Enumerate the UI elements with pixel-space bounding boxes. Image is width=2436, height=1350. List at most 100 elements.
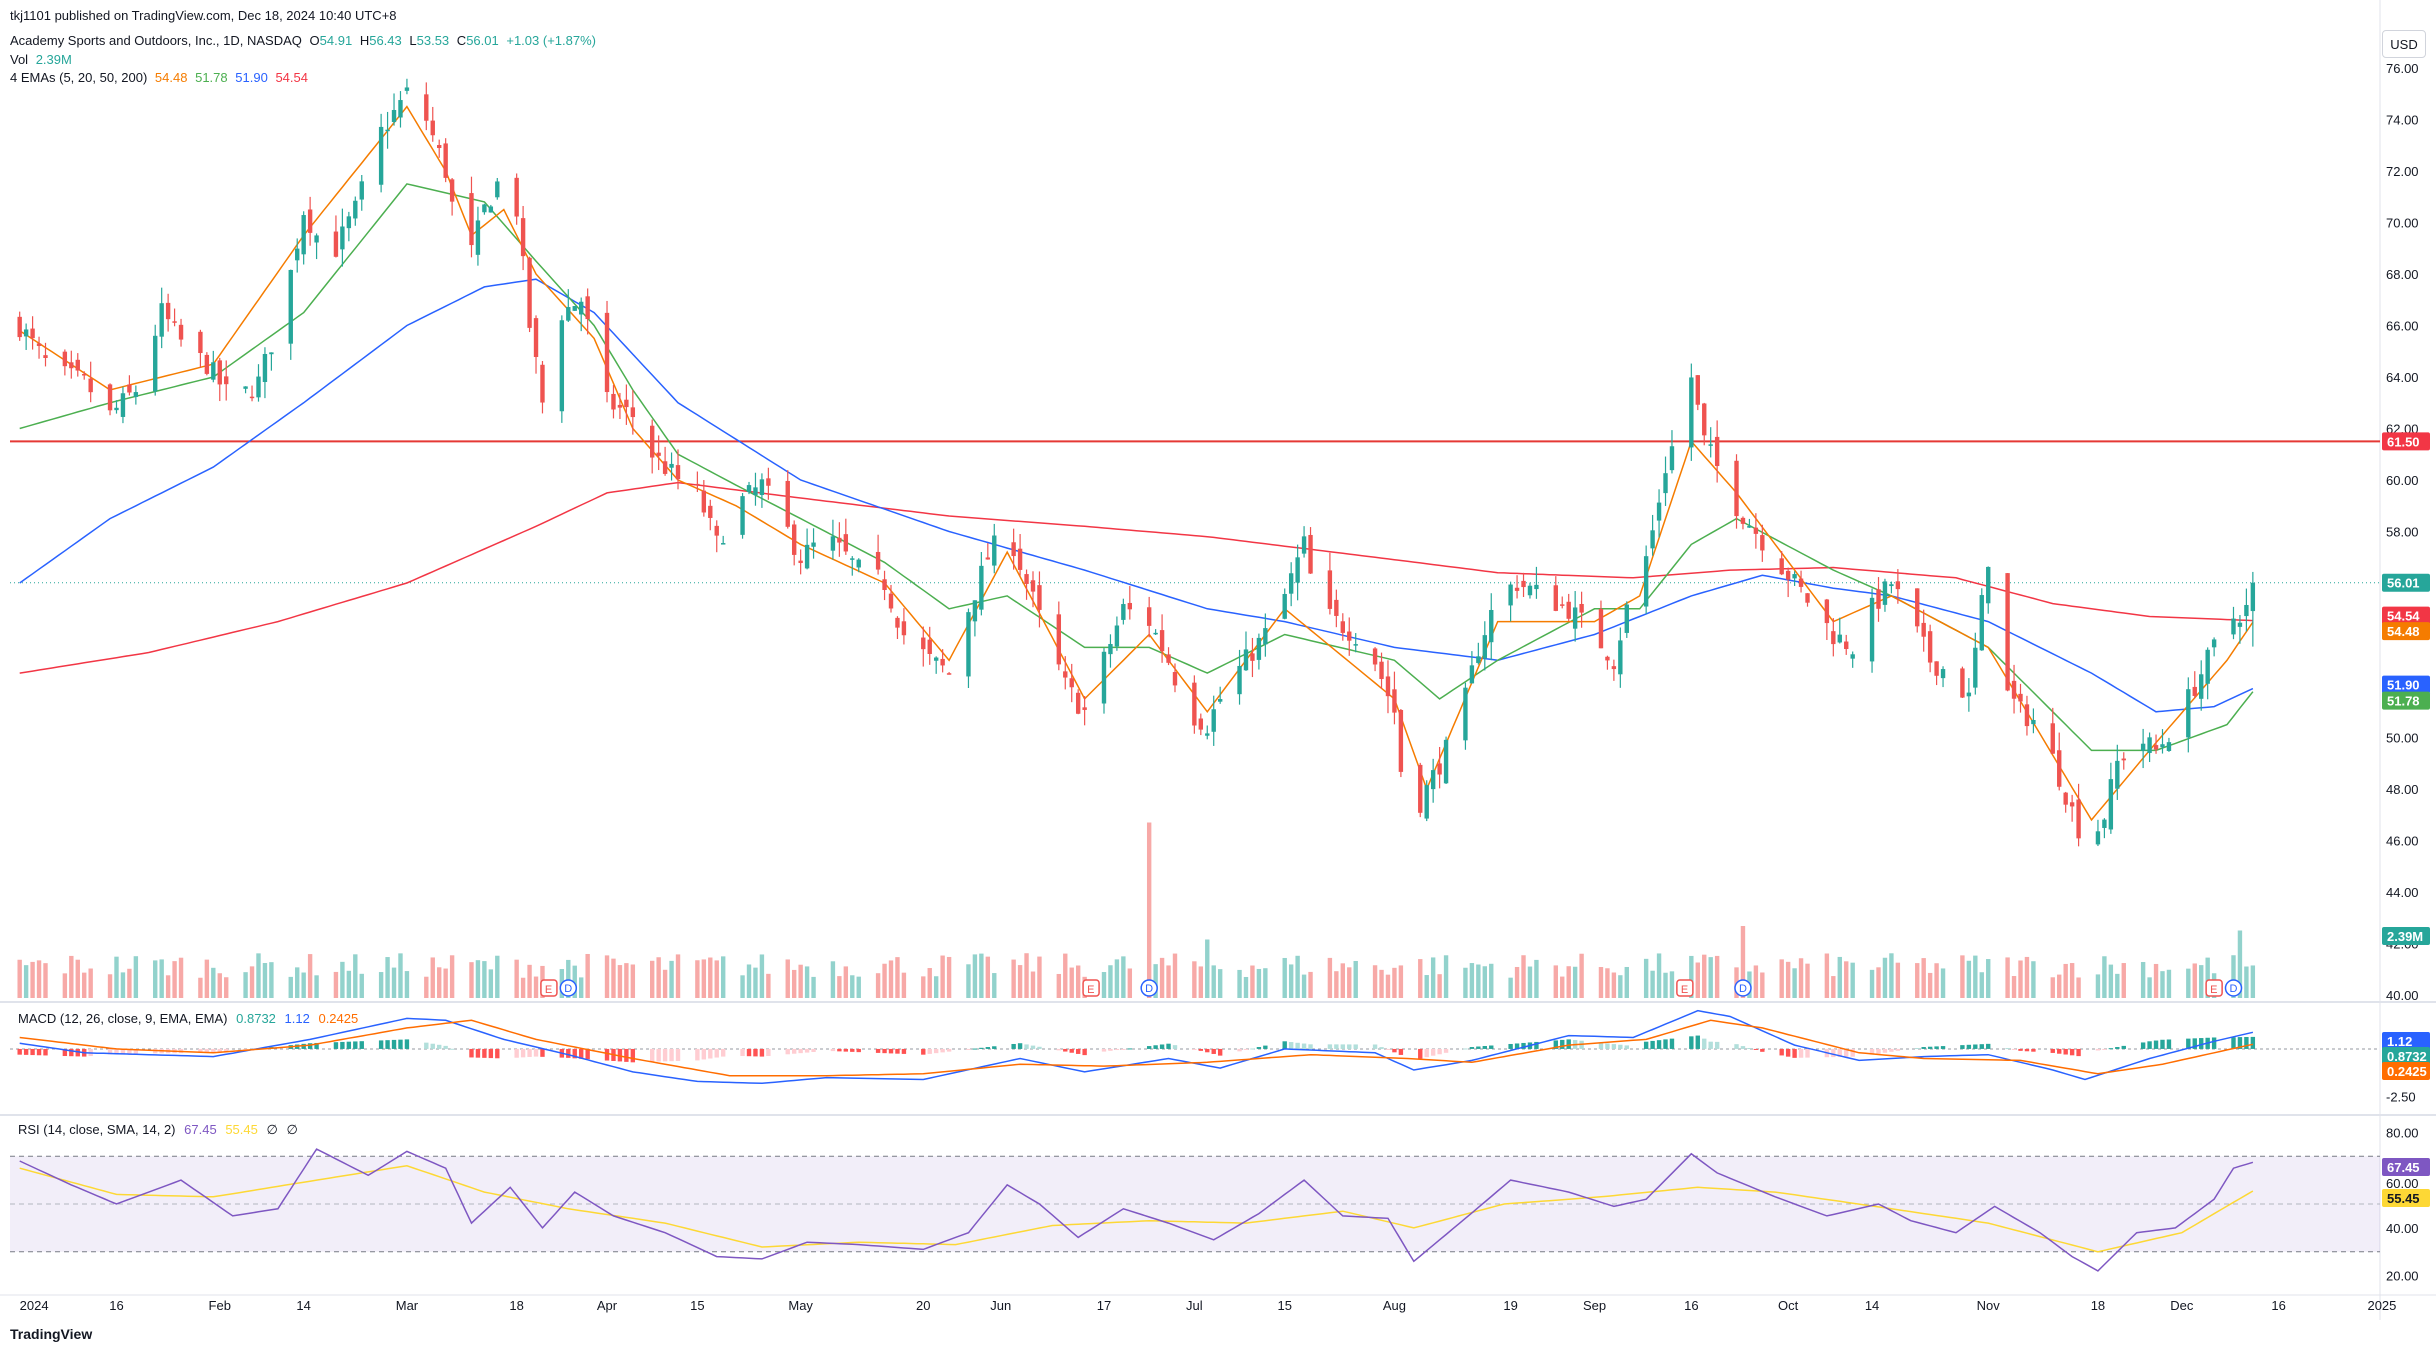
volume-bar xyxy=(721,956,726,998)
macd-histogram-bar xyxy=(43,1048,48,1056)
macd-histogram-bar xyxy=(1159,1044,1165,1049)
macd-histogram-bar xyxy=(540,1048,545,1057)
volume-bar xyxy=(1527,966,1533,998)
macd-histogram-bar xyxy=(1850,1048,1855,1057)
volume-bar xyxy=(1915,963,1920,998)
volume-bar xyxy=(1850,962,1855,998)
candle xyxy=(617,404,623,408)
rsi-empty-1: ∅ xyxy=(266,1122,278,1137)
x-tick-label: Sep xyxy=(1583,1298,1606,1313)
macd-histogram-bar xyxy=(475,1048,481,1058)
candle xyxy=(1915,588,1920,627)
volume-bar xyxy=(359,973,364,998)
earnings-marker-label: E xyxy=(1087,984,1094,996)
candle xyxy=(88,378,93,393)
candle xyxy=(766,478,771,486)
candle xyxy=(927,639,932,654)
volume-bar xyxy=(1618,975,1623,998)
rsi-label-tag xyxy=(2382,1189,2430,1207)
volume-bar xyxy=(62,973,68,998)
volume-bar xyxy=(1243,976,1249,998)
volume-bar xyxy=(1792,968,1797,998)
volume-bar xyxy=(43,963,48,998)
macd-histogram-bar xyxy=(1443,1048,1449,1053)
volume-bar xyxy=(1017,965,1023,998)
volume-bar xyxy=(798,964,803,998)
volume-bar xyxy=(1927,972,1933,998)
macd-histogram-bar xyxy=(2160,1039,2165,1049)
candle xyxy=(1663,473,1668,494)
macd-histogram-bar xyxy=(533,1048,539,1057)
volume-bar xyxy=(895,957,900,998)
candle xyxy=(295,248,300,261)
volume-bar xyxy=(1521,955,1526,998)
candle xyxy=(972,600,978,622)
volume-bar xyxy=(1101,972,1107,998)
macd-histogram-bar xyxy=(2108,1048,2114,1050)
macd-histogram-bar xyxy=(1108,1048,1113,1051)
volume-bar xyxy=(1824,953,1830,998)
price-tick-label: 68.00 xyxy=(2386,267,2419,282)
volume-bar xyxy=(288,976,293,998)
volume-bar xyxy=(985,956,991,998)
macd-histogram-bar xyxy=(23,1048,29,1055)
tradingview-logo: TradingView xyxy=(10,1326,92,1342)
volume-bar xyxy=(1882,957,1888,998)
currency-button[interactable]: USD xyxy=(2382,30,2426,58)
volume-bar xyxy=(1508,977,1513,998)
candle xyxy=(1379,661,1384,679)
volume-bar xyxy=(153,960,158,998)
symbol-legend: Academy Sports and Outdoors, Inc., 1D, N… xyxy=(10,33,600,48)
candle xyxy=(1986,566,1991,604)
x-tick-label: 16 xyxy=(109,1298,123,1313)
candle xyxy=(1024,574,1029,584)
macd-histogram-bar xyxy=(940,1048,945,1053)
volume-bar xyxy=(314,975,319,998)
macd-histogram-bar xyxy=(1779,1048,1784,1056)
macd-histogram-bar xyxy=(1934,1046,1939,1049)
volume-bar xyxy=(307,954,313,998)
candle xyxy=(269,352,274,355)
candle xyxy=(811,542,816,547)
macd-histogram-bar xyxy=(882,1048,887,1054)
price-label-tag xyxy=(2382,691,2430,710)
x-tick-label: 18 xyxy=(509,1298,523,1313)
candle xyxy=(2199,674,2204,699)
volume-bar xyxy=(1108,965,1113,998)
rsi-empty-2: ∅ xyxy=(286,1122,298,1137)
macd-histogram-bar xyxy=(2018,1048,2023,1051)
macd-histogram-bar xyxy=(604,1048,610,1061)
macd-histogram-bar xyxy=(307,1043,313,1049)
candle xyxy=(2250,582,2256,612)
macd-histogram-bar xyxy=(1986,1043,1991,1049)
macd-histogram-bar xyxy=(1353,1044,1358,1049)
macd-histogram-bar xyxy=(798,1048,803,1054)
volume-bar xyxy=(1192,961,1197,998)
macd-histogram-bar xyxy=(120,1048,126,1054)
candle xyxy=(1708,444,1713,446)
macd-histogram-bar xyxy=(2011,1048,2017,1050)
high-value: 56.43 xyxy=(369,33,402,48)
macd-histogram-bar xyxy=(650,1048,655,1062)
volume-bar xyxy=(746,964,752,998)
price-label-tag xyxy=(2382,606,2430,625)
volume-bar xyxy=(353,954,358,998)
macd-histogram-bar xyxy=(1714,1041,1720,1049)
volume-bar xyxy=(1205,939,1210,998)
candle xyxy=(901,621,907,636)
macd-histogram-bar xyxy=(514,1048,519,1058)
volume-bar xyxy=(198,977,203,998)
dividend-marker-label: D xyxy=(2229,983,2237,995)
candle xyxy=(630,407,636,418)
volume-bar xyxy=(1030,971,1036,998)
ema20-value: 51.78 xyxy=(195,70,228,85)
macd-histogram-bar xyxy=(1566,1039,1571,1049)
volume-bar xyxy=(1282,957,1287,998)
candle xyxy=(1069,678,1074,688)
candle xyxy=(1347,631,1352,641)
macd-histogram-bar xyxy=(656,1048,661,1062)
volume-bar xyxy=(2199,965,2204,998)
volume-bar xyxy=(1663,972,1668,998)
earnings-marker xyxy=(1082,979,1100,997)
